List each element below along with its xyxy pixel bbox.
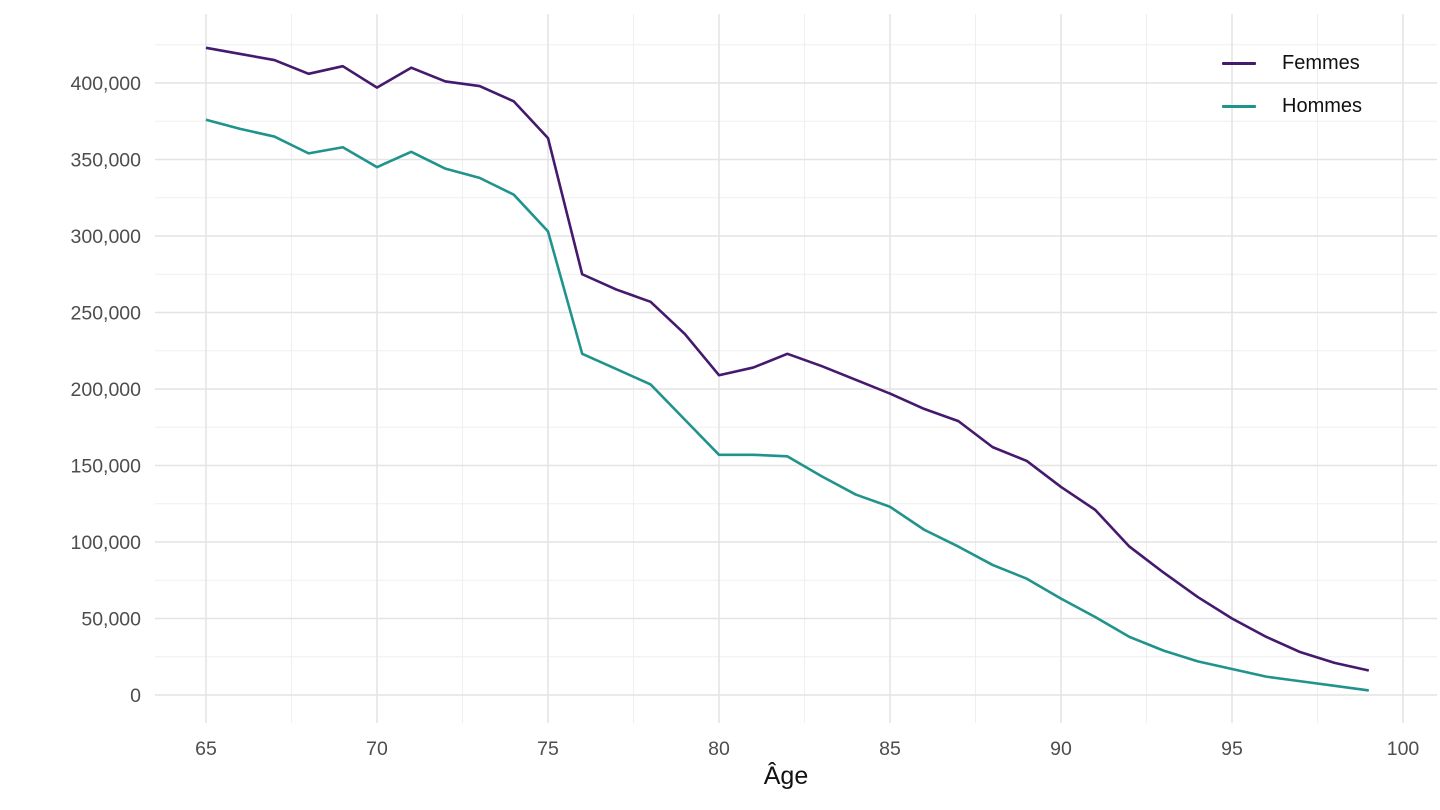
y-tick-label: 50,000: [81, 609, 141, 631]
x-tick-label: 75: [537, 738, 559, 760]
legend: Femmes Hommes: [1222, 50, 1362, 119]
y-tick-label: 300,000: [71, 226, 142, 248]
legend-item-hommes[interactable]: Hommes: [1222, 93, 1362, 119]
x-tick-label: 100: [1387, 738, 1420, 760]
x-tick-label: 85: [879, 738, 901, 760]
x-axis-tick-labels: 65 70 75 80 85 90 95 100: [195, 738, 1419, 760]
femmes-line-swatch: [1222, 61, 1256, 65]
y-tick-label: 100,000: [71, 532, 142, 554]
x-tick-label: 65: [195, 738, 217, 760]
grid-minor: [155, 14, 1437, 723]
y-tick-label: 400,000: [71, 73, 142, 95]
plot-line-hommes: [205, 118, 1369, 692]
x-tick-label: 70: [366, 738, 388, 760]
hommes-line-swatch: [1222, 104, 1256, 108]
plot-line-femmes: [205, 46, 1370, 672]
x-axis-title: Âge: [763, 762, 809, 790]
x-tick-label: 90: [1050, 738, 1072, 760]
legend-label-hommes: Hommes: [1282, 94, 1363, 117]
legend-item-femmes[interactable]: Femmes: [1222, 50, 1362, 76]
y-tick-label: 200,000: [71, 379, 142, 401]
y-tick-label: 250,000: [71, 303, 142, 325]
x-tick-label: 95: [1221, 738, 1243, 760]
legend-label-femmes: Femmes: [1282, 51, 1360, 74]
y-tick-label: 0: [130, 685, 141, 707]
y-tick-label: 350,000: [71, 150, 142, 172]
y-axis-tick-labels: 0 50,000 100,000 150,000 200,000 250,000 300,0…: [71, 73, 142, 707]
y-tick-label: 150,000: [71, 456, 142, 478]
grid-major: [155, 14, 1437, 723]
x-tick-label: 80: [708, 738, 730, 760]
